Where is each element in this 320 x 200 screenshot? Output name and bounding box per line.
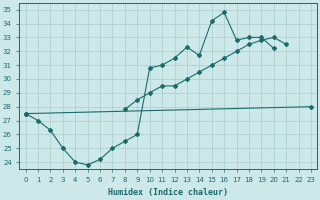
X-axis label: Humidex (Indice chaleur): Humidex (Indice chaleur) <box>108 188 228 197</box>
